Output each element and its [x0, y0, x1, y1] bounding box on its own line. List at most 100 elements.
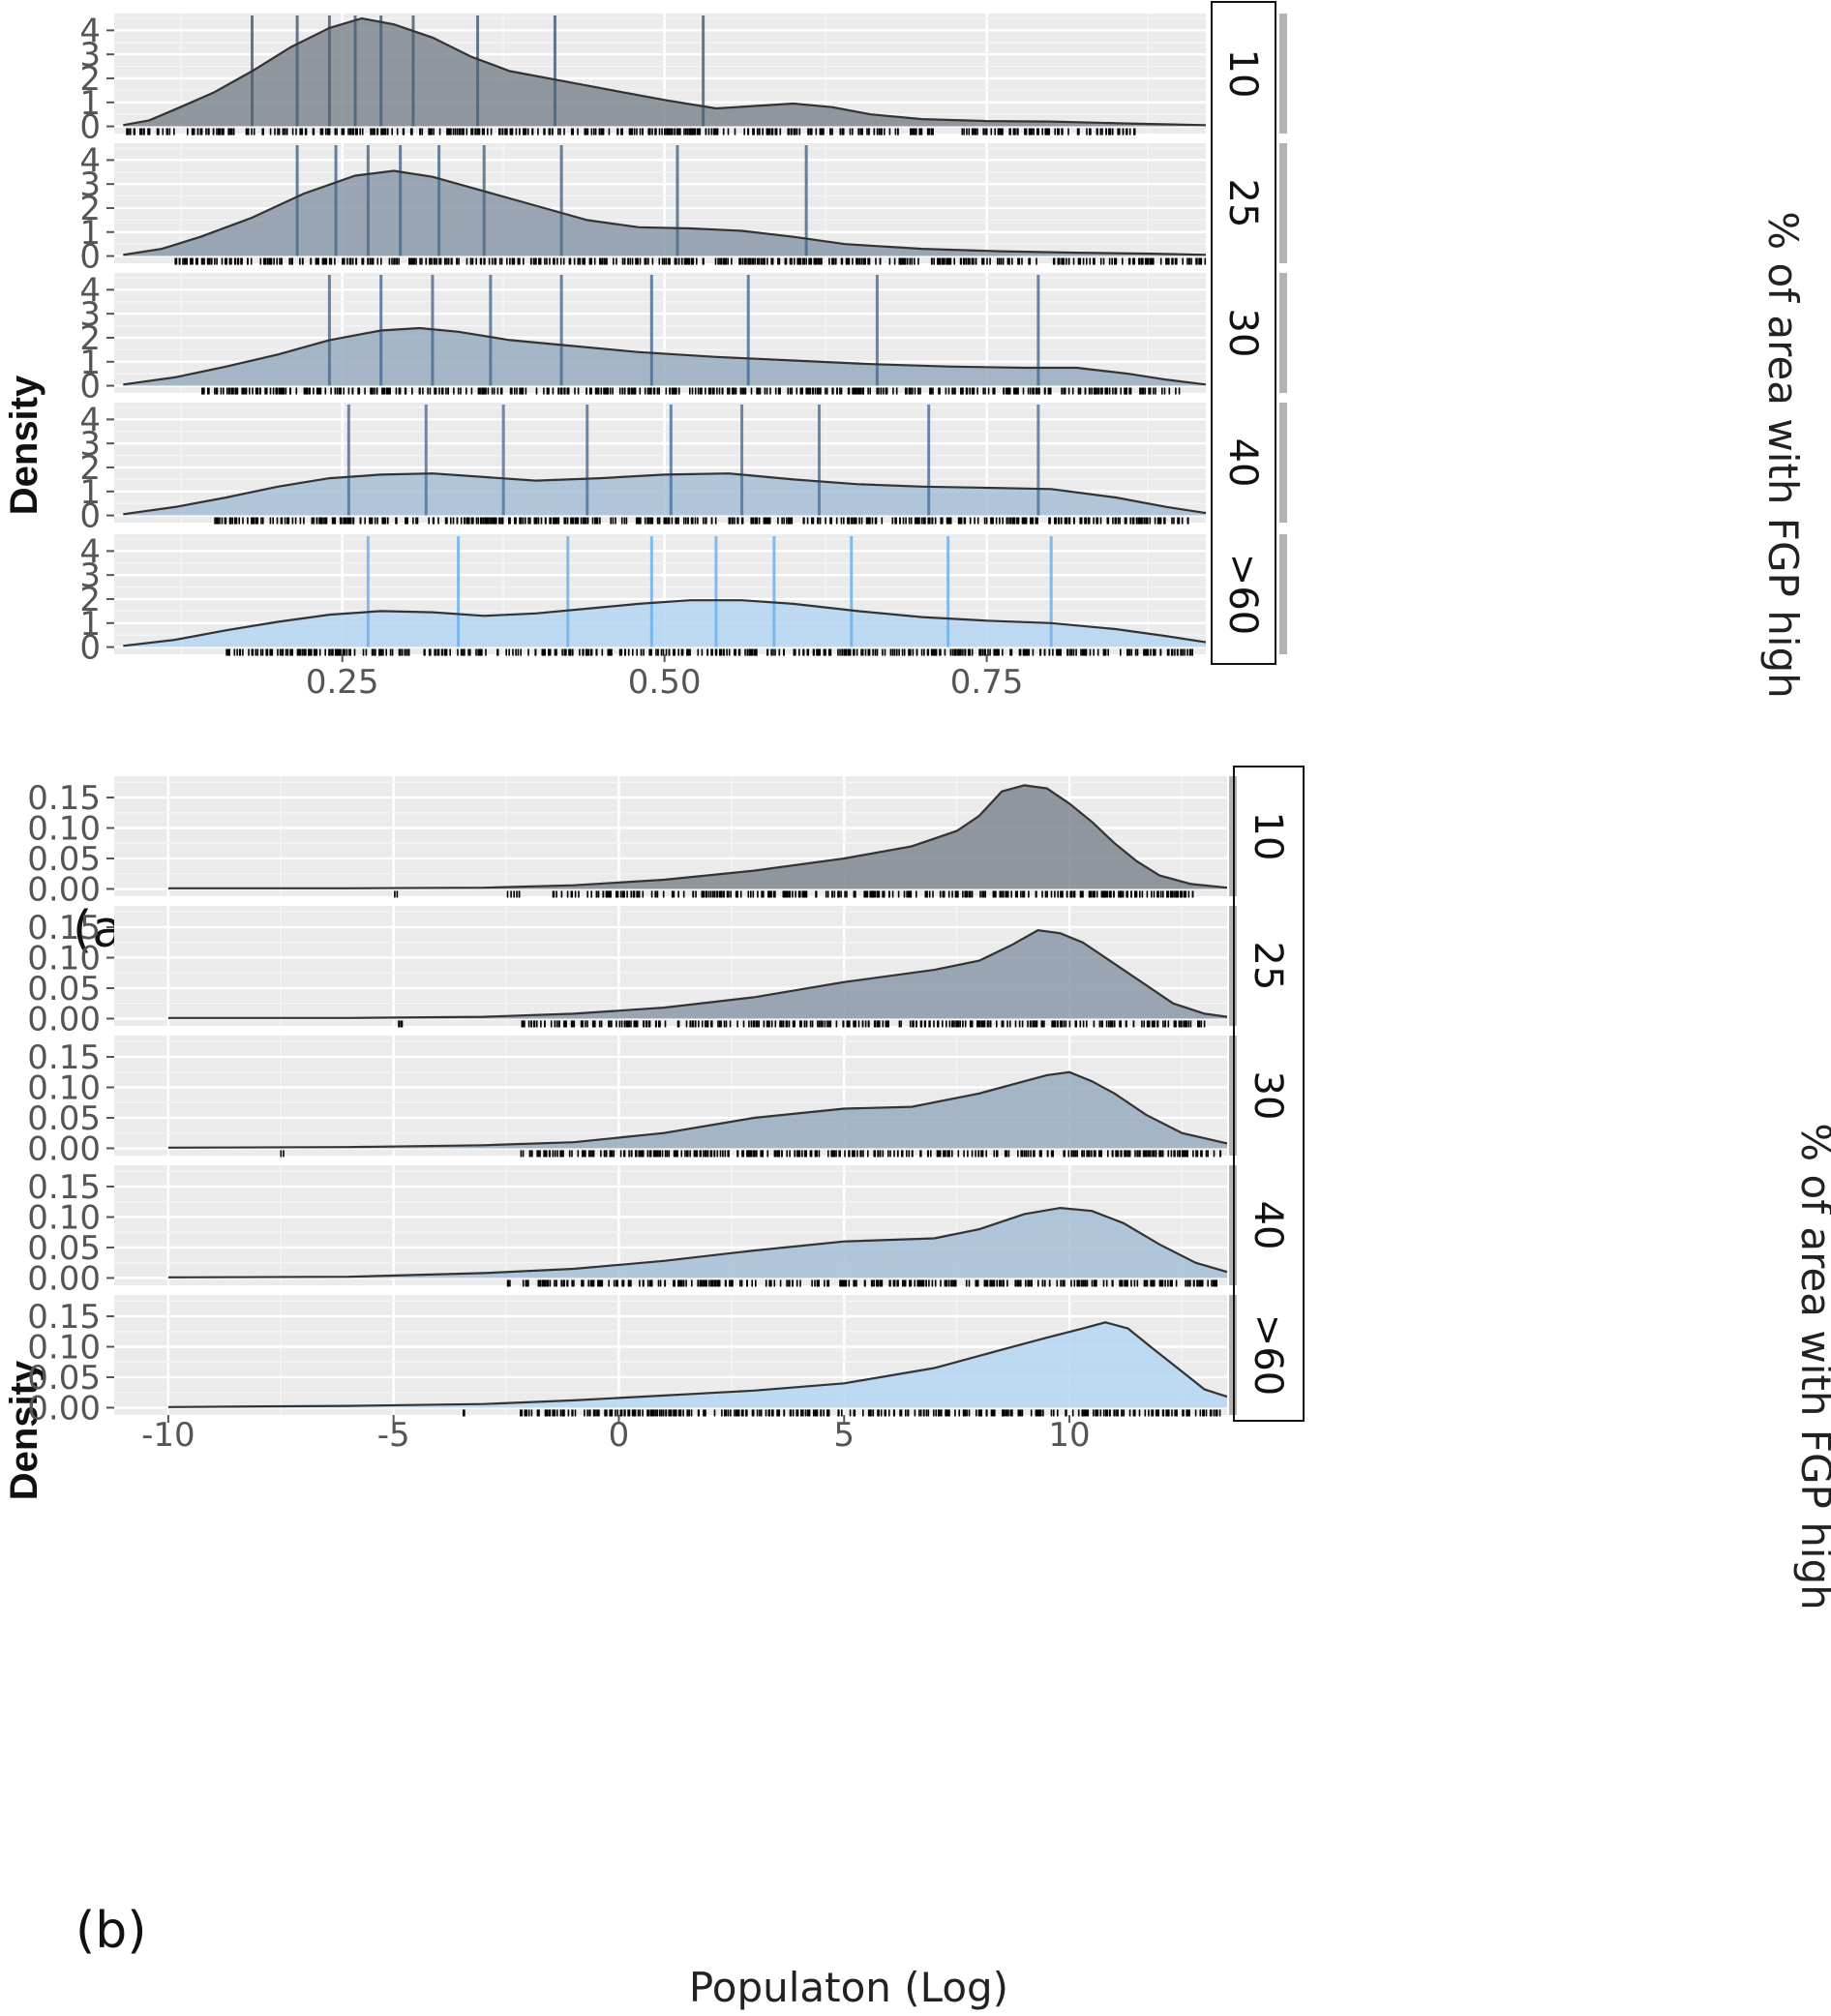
density-area: [123, 18, 1206, 127]
y-axis-title-b: Density: [3, 1360, 45, 1500]
y-tick-label: 1: [79, 84, 101, 123]
y-tick-label: 0: [79, 108, 101, 147]
chart-b-population-density: (b) Populaton (Log) Density % of area wi…: [3, 766, 1831, 2011]
strip-bar: [1279, 273, 1287, 393]
density-area: [123, 473, 1206, 516]
density-area: [167, 1071, 1227, 1149]
density-area: [167, 785, 1227, 889]
facet-b-2: 0.000.050.100.15 30: [27, 1036, 1290, 1168]
y-tick-label: 0: [79, 497, 101, 536]
rug: [506, 1279, 1217, 1287]
y-tick-label: 0.15: [27, 1038, 101, 1077]
y-tick-label: 0.10: [27, 1069, 101, 1108]
y-tick-label: 0.00: [27, 870, 101, 909]
panel-label-b: (b): [75, 1902, 147, 1960]
x-tick-label: 5: [833, 1416, 855, 1455]
density-area: [167, 1208, 1227, 1279]
facet-b-4: 0.000.050.100.15 >60: [27, 1295, 1290, 1428]
x-tick-label: 0: [609, 1416, 630, 1455]
rug: [394, 890, 1194, 898]
x-tick-label: 0.75: [950, 663, 1024, 702]
strip-label: 30: [1220, 309, 1265, 358]
strip-label: 40: [1246, 1201, 1290, 1250]
y-tick-label: 0.15: [27, 1168, 101, 1207]
density-curve: [123, 16, 1207, 127]
facet-title-a: % of area with FGP high: [1759, 211, 1807, 699]
strip-label-box: [1211, 1, 1276, 665]
y-tick-label: 0.15: [27, 909, 101, 948]
y-tick-label: 1: [79, 344, 101, 382]
x-tick-label: 0.50: [628, 663, 702, 702]
strip-label: >60: [1246, 1314, 1290, 1396]
density-curve: [123, 169, 1207, 256]
density-curve: [167, 1321, 1228, 1408]
rug: [214, 517, 1189, 525]
density-area: [167, 930, 1227, 1019]
y-tick-label: 4: [79, 401, 101, 439]
rug: [174, 257, 1207, 265]
y-tick-label: 4: [79, 141, 101, 180]
y-tick-label: 4: [79, 271, 101, 310]
y-tick-label: 0.05: [27, 840, 101, 879]
density-curve: [167, 784, 1228, 889]
x-axis-title-b: Populaton (Log): [689, 1964, 1008, 2011]
y-tick-label: 0.05: [27, 970, 101, 1008]
strip-label: 25: [1220, 179, 1265, 228]
density-curve: [167, 929, 1228, 1019]
y-tick-label: 0: [79, 629, 101, 668]
y-tick-label: 0.00: [27, 1129, 101, 1168]
y-tick-label: 0.10: [27, 940, 101, 978]
rug: [225, 648, 1193, 656]
x-tick-label: -5: [377, 1416, 410, 1455]
facet-b-1: 0.000.050.100.15 25: [27, 906, 1290, 1038]
y-tick-label: 0.05: [27, 1229, 101, 1268]
y-tick-label: 2: [79, 60, 101, 99]
strip-label: 40: [1220, 438, 1265, 488]
y-tick-label: 0.00: [27, 1000, 101, 1038]
strip-label: 10: [1246, 812, 1290, 861]
y-tick-label: 3: [79, 36, 101, 75]
rug: [462, 1409, 1221, 1417]
density-area: [167, 1322, 1227, 1408]
y-tick-label: 4: [79, 12, 101, 50]
y-tick-label: 0.10: [27, 1329, 101, 1368]
chart-a-ci-density: (a) CI Density % of area with FGP high 0…: [3, 1, 1807, 1005]
y-tick-label: 1: [79, 605, 101, 644]
rug: [126, 128, 1136, 135]
y-tick-label: 2: [79, 449, 101, 488]
y-tick-label: 0.10: [27, 810, 101, 849]
density-curve: [123, 472, 1207, 516]
strip-label: 25: [1246, 942, 1290, 991]
y-tick-label: 3: [79, 425, 101, 464]
rug: [398, 1020, 1206, 1028]
y-tick-label: 0: [79, 238, 101, 277]
rug: [280, 1150, 1222, 1158]
density-curve: [167, 1206, 1228, 1279]
y-tick-label: 0: [79, 368, 101, 406]
y-tick-label: 1: [79, 214, 101, 253]
y-tick-label: 0.15: [27, 779, 101, 818]
y-tick-label: 3: [79, 295, 101, 334]
x-tick-label: 10: [1048, 1416, 1090, 1455]
rug: [201, 387, 1181, 395]
y-axis-title-a: Density: [3, 375, 45, 515]
y-tick-label: 0.10: [27, 1199, 101, 1238]
y-tick-label: 3: [79, 165, 101, 204]
y-tick-label: 4: [79, 532, 101, 571]
strip-bar: [1279, 143, 1287, 263]
facet-b-3: 0.000.050.100.15 40: [27, 1165, 1290, 1298]
strip-bar: [1279, 403, 1287, 523]
density-curve: [123, 326, 1207, 386]
strip-bar: [1279, 14, 1287, 134]
y-tick-label: 0.05: [27, 1099, 101, 1138]
y-tick-label: 1: [79, 473, 101, 512]
x-tick-label: 0.25: [306, 663, 379, 702]
strip-bar: [1279, 534, 1287, 654]
strip-label: 10: [1220, 49, 1265, 99]
density-curve: [123, 599, 1207, 647]
y-tick-label: 0.00: [27, 1389, 101, 1428]
